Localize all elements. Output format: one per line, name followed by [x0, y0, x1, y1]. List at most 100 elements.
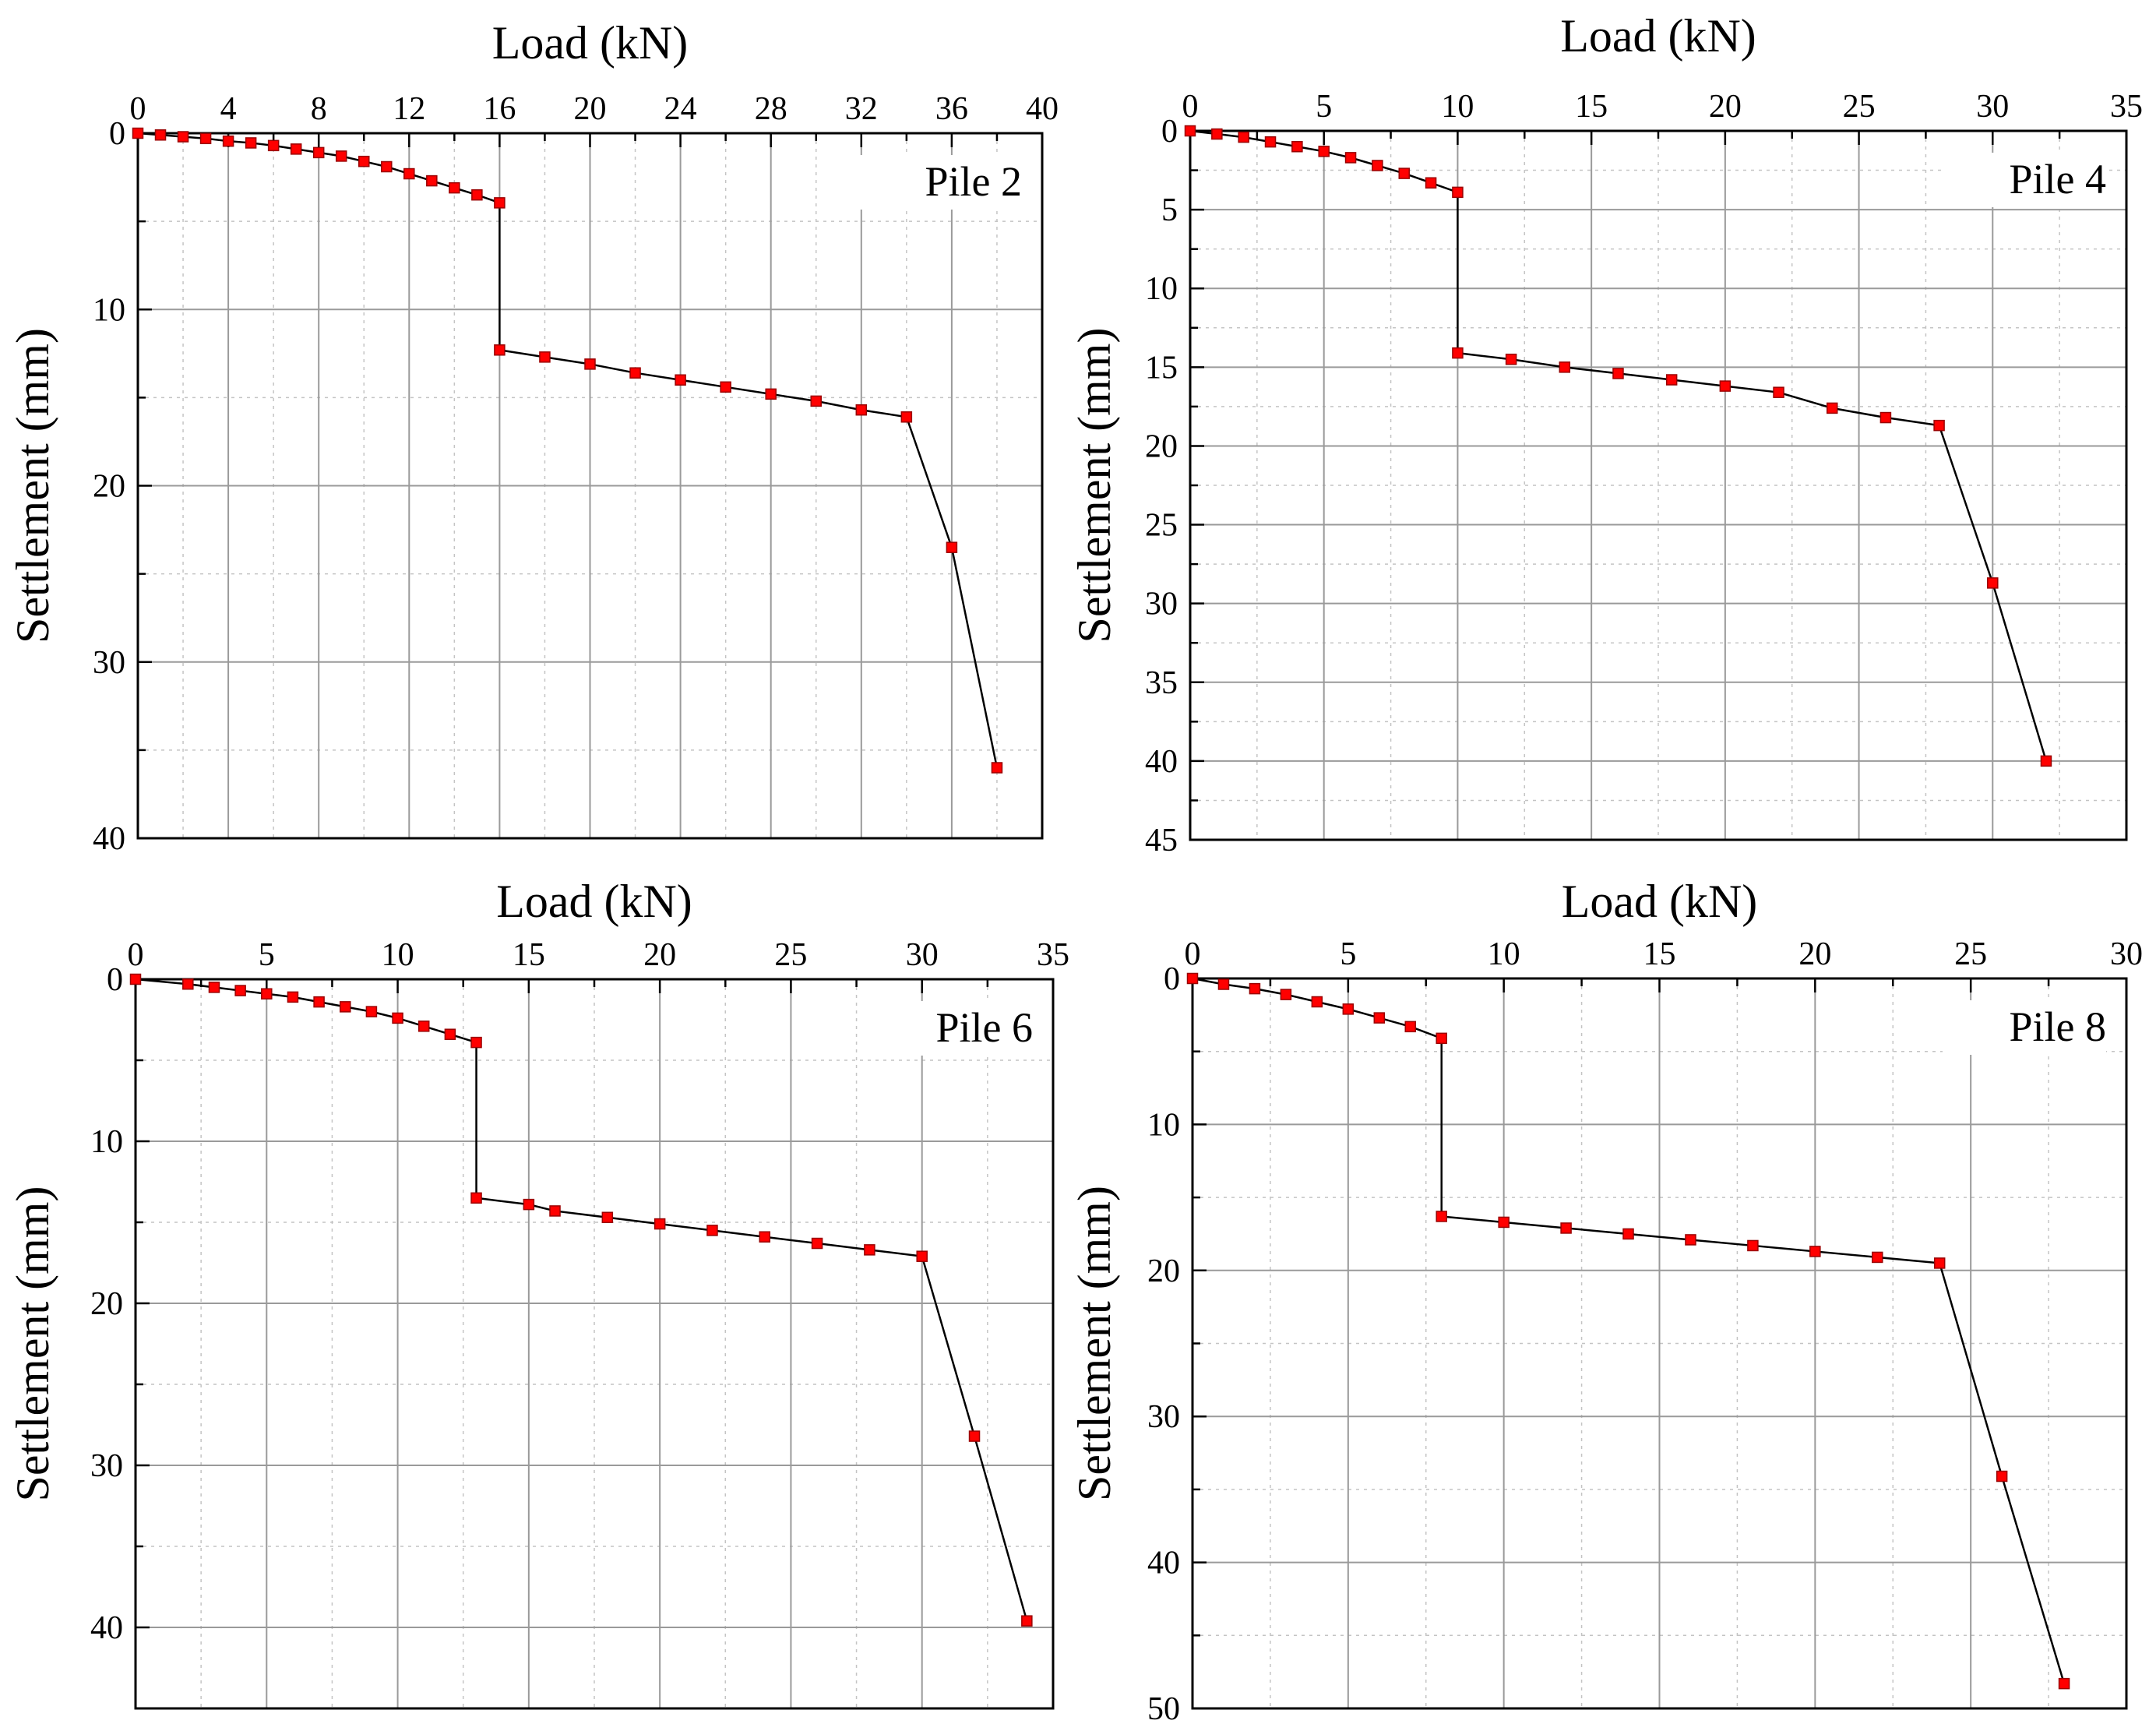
- chart-4-x-tick-label: 20: [1798, 936, 1831, 972]
- chart-1-x-axis-title: Load (kN): [492, 17, 689, 69]
- chart-2-x-tick-label: 25: [1843, 89, 1876, 125]
- chart-2-y-tick-label: 10: [1145, 271, 1178, 307]
- chart-3-data-point: [470, 1192, 482, 1204]
- chart-1-y-tick-label: 10: [93, 292, 125, 328]
- chart-3-data-point: [340, 1001, 351, 1013]
- chart-2-data-point: [1264, 136, 1277, 148]
- chart-2-x-tick-label: 5: [1316, 89, 1332, 125]
- chart-1-data-point: [494, 197, 506, 209]
- chart-3-data-point: [601, 1211, 614, 1224]
- chart-4-data-point: [1872, 1251, 1883, 1264]
- chart-2-y-axis-title: Settlement (mm): [1069, 328, 1120, 643]
- chart-4-data-point: [1373, 1012, 1386, 1024]
- chart-3: 0 5 10 15 20 25 30 35 0 10 20 30 40 Load (kN) Settleme…: [7, 876, 1069, 1710]
- chart-1-data-point: [199, 132, 212, 145]
- chart-2-x-tick-label: 10: [1441, 89, 1474, 125]
- chart-4-y-axis-title: Settlement (mm): [1069, 1186, 1120, 1501]
- chart-1-data-point: [494, 344, 506, 356]
- chart-2-data-point: [1318, 146, 1330, 157]
- chart-3-data-point: [417, 1021, 430, 1032]
- chart-4-y-tick-label: 40: [1147, 1546, 1180, 1581]
- chart-1-data-point: [312, 146, 325, 159]
- chart-2-data-point: [1719, 380, 1731, 392]
- chart-4-x-tick-label: 30: [2110, 936, 2143, 972]
- chart-3-x-axis-title: Load (kN): [496, 876, 692, 927]
- chart-4-data-point: [1342, 1003, 1355, 1015]
- chart-1-data-point: [584, 358, 596, 370]
- chart-2-y-tick-label: 35: [1145, 665, 1178, 701]
- chart-2-data-point: [2040, 755, 2052, 767]
- chart-4-data-point: [1404, 1021, 1417, 1033]
- chart-2-y-tick-label: 5: [1161, 192, 1178, 228]
- chart-3-data-point: [234, 985, 246, 996]
- chart-2-data-point: [1987, 577, 1999, 589]
- chart-1-y-tick-label: 30: [93, 645, 125, 681]
- chart-1-panel-label-background: [858, 155, 1022, 210]
- chart-4-y-tick-label: 0: [1164, 961, 1180, 997]
- chart-4-series-line: [1192, 977, 2066, 1684]
- chart-1-data-point: [177, 131, 189, 143]
- chart-1-x-tick-label: 4: [220, 91, 237, 127]
- chart-1-y-tick-label: 0: [109, 116, 125, 152]
- chart-2-y-tick-label: 45: [1145, 823, 1178, 858]
- chart-4-data-point: [1217, 978, 1230, 990]
- chart-3-series-line: [135, 978, 1028, 1622]
- chart-2-y-tick-label: 30: [1145, 587, 1178, 622]
- chart-1-data-point: [222, 135, 234, 147]
- chart-2-data-point: [1505, 353, 1517, 365]
- chart-3-y-tick-label: 0: [107, 962, 123, 998]
- chart-3-data-point: [182, 978, 194, 990]
- chart-3-data-point: [208, 982, 220, 993]
- chart-4-data-point: [1809, 1246, 1821, 1257]
- chart-2-data-point: [1826, 402, 1838, 414]
- chart-2-data-point: [1238, 131, 1249, 143]
- chart-4-y-tick-label: 30: [1147, 1399, 1180, 1435]
- chart-4-x-tick-label: 25: [1954, 936, 1987, 972]
- chart-4-data-point: [2058, 1677, 2070, 1690]
- chart-3-data-point: [864, 1244, 875, 1256]
- chart-3-y-tick-label: 40: [90, 1610, 123, 1646]
- chart-2-x-tick-label: 20: [1709, 89, 1742, 125]
- chart-3-y-axis-title: Settlement (mm): [7, 1186, 58, 1502]
- chart-3-x-tick-label: 30: [906, 937, 939, 973]
- chart-3-data-point: [759, 1231, 771, 1243]
- chart-1: 0 4 8 12 16 20 24 28 32 36 40 0 10 20 30 40 Load (kN) Set…: [7, 17, 1059, 857]
- chart-3-x-tick-label: 10: [382, 937, 414, 973]
- chart-4-data-point: [1280, 989, 1292, 1000]
- chart-1-series-line: [137, 132, 999, 768]
- chart-2-data-point: [1452, 347, 1464, 359]
- chart-1-x-tick-label: 20: [574, 91, 607, 127]
- chart-4-x-tick-label: 5: [1340, 936, 1356, 972]
- chart-2-data-point: [1665, 374, 1678, 386]
- chart-3-data-point: [365, 1006, 378, 1017]
- chart-1-y-axis-title: Settlement (mm): [7, 328, 58, 643]
- chart-1-data-point: [855, 404, 868, 416]
- chart-1-x-tick-label: 28: [755, 91, 787, 127]
- chart-3-y-tick-label: 20: [90, 1286, 123, 1322]
- chart-2-data-point: [1452, 186, 1464, 199]
- chart-2-data-point: [1372, 160, 1383, 171]
- chart-3-data-point: [287, 991, 299, 1003]
- chart-2-x-tick-label: 35: [2110, 89, 2143, 125]
- chart-3-data-point: [444, 1028, 456, 1040]
- chart-3-x-tick-label: 20: [643, 937, 676, 973]
- chart-3-data-point: [653, 1218, 666, 1230]
- chart-3-plot-frame: [134, 978, 1055, 1710]
- chart-1-data-point: [946, 541, 958, 553]
- chart-2-x-tick-label: 30: [1976, 89, 2009, 125]
- chart-3-data-point: [706, 1225, 718, 1236]
- chart-1-x-tick-label: 12: [393, 91, 425, 127]
- chart-2: 0 5 10 15 20 25 30 35 0 5 10 15 20 25 30 35 40 45 Load (kN…: [1069, 10, 2143, 858]
- chart-1-data-point: [381, 160, 393, 173]
- chart-1-data-point: [358, 155, 370, 167]
- chart-3-data-point: [313, 996, 325, 1008]
- chart-1-data-point: [245, 137, 257, 149]
- chart-2-x-tick-label: 15: [1575, 89, 1608, 125]
- chart-1-x-tick-label: 8: [311, 91, 327, 127]
- chart-4-panel-label-background: [1943, 1000, 2106, 1055]
- chart-4-y-tick-label: 20: [1147, 1253, 1180, 1289]
- chart-1-data-point: [290, 143, 302, 155]
- chart-2-y-tick-label: 15: [1145, 350, 1178, 386]
- chart-2-data-point: [1559, 361, 1571, 373]
